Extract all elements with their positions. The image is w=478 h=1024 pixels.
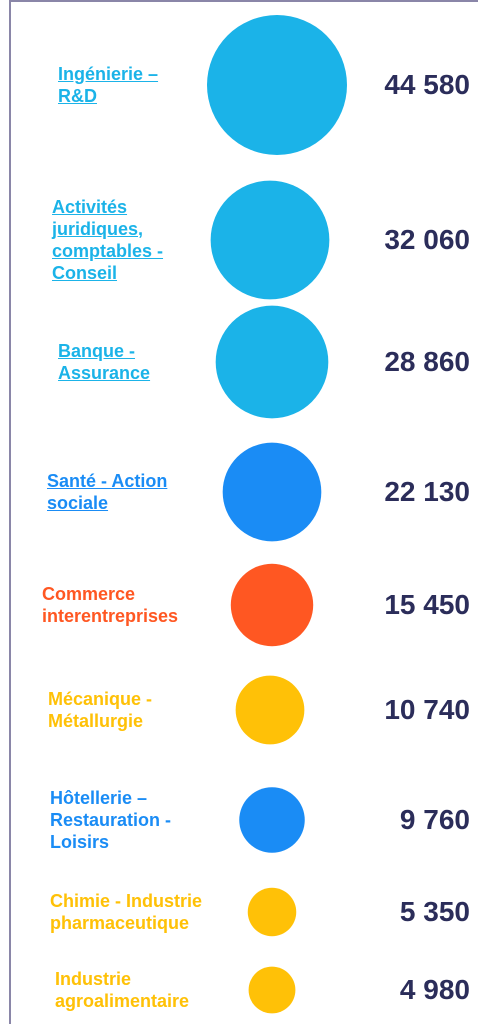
bubble bbox=[235, 675, 305, 745]
value-label: 4 980 bbox=[399, 974, 470, 1005]
category-label[interactable]: Ingénierie – R&D bbox=[58, 64, 159, 106]
bubble bbox=[248, 966, 296, 1014]
value-label: 15 450 bbox=[384, 589, 470, 620]
value-label: 22 130 bbox=[384, 476, 470, 507]
value-label: 28 860 bbox=[384, 346, 470, 377]
value-label: 32 060 bbox=[384, 224, 470, 255]
category-label[interactable]: Santé - Action sociale bbox=[47, 471, 168, 513]
category-label: Mécanique - Métallurgie bbox=[48, 689, 153, 731]
bubble bbox=[215, 305, 329, 419]
category-label[interactable]: Banque - Assurance bbox=[58, 341, 151, 383]
bubble bbox=[230, 563, 314, 647]
bubble bbox=[247, 887, 297, 937]
category-label: Chimie - Industrie pharmaceutique bbox=[50, 891, 203, 933]
value-label: 9 760 bbox=[399, 804, 470, 835]
bubble bbox=[210, 180, 330, 300]
bubble bbox=[239, 787, 305, 853]
bubble bbox=[207, 15, 347, 155]
value-label: 5 350 bbox=[399, 896, 470, 927]
value-label: 44 580 bbox=[384, 69, 470, 100]
value-label: 10 740 bbox=[384, 694, 470, 725]
category-label: Industrie agroalimentaire bbox=[55, 969, 190, 1011]
bubble bbox=[222, 442, 322, 542]
category-label: Hôtellerie – Restauration - Loisirs bbox=[50, 788, 172, 852]
category-label: Commerce interentreprises bbox=[42, 584, 179, 626]
category-label[interactable]: Activités juridiques, comptables - Conse… bbox=[52, 197, 164, 283]
